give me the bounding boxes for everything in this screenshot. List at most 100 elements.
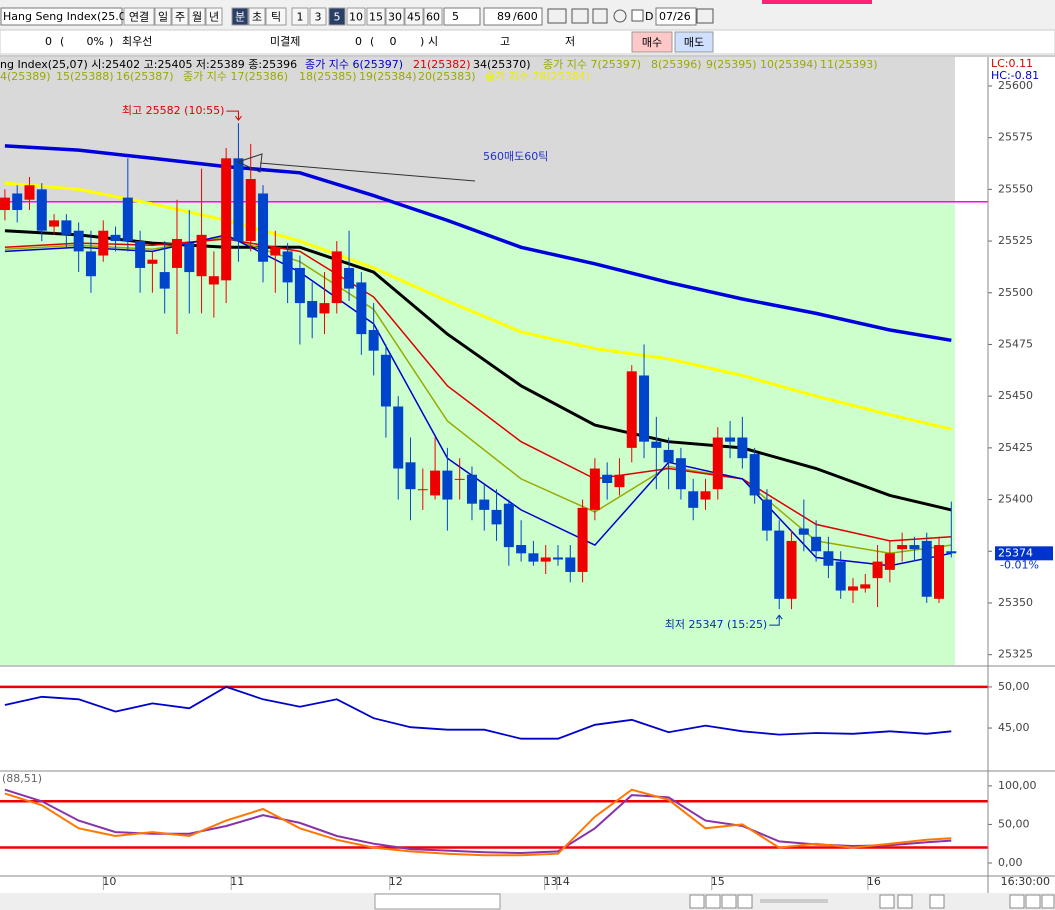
button[interactable] [929,894,945,909]
button[interactable] [897,894,913,909]
count-input[interactable] [483,7,543,26]
sell-button-bg[interactable] [674,31,714,53]
candle-body [319,303,330,314]
interval-button-bg[interactable] [309,7,327,26]
candle-body [737,437,748,459]
candle-body [811,536,822,552]
unit-button-bg[interactable] [248,7,266,26]
candle-body [0,197,10,211]
interval-button-bg[interactable] [291,7,309,26]
legend-entry: 11(25393) [820,58,878,71]
interval-button-bg[interactable] [385,7,405,26]
candle-body [466,474,477,504]
period-button[interactable]: 주 [175,11,185,24]
button[interactable] [1009,894,1025,909]
icon[interactable] [592,8,608,24]
period-button-bg[interactable] [154,7,172,26]
candle-body [614,474,625,488]
button[interactable] [737,894,753,909]
period-button[interactable]: 월 [192,11,202,24]
drawn-note: 560매도60틱 [483,150,548,163]
candle-body [344,267,355,289]
slider[interactable] [760,899,828,903]
candle-body [589,468,600,510]
interval-select[interactable] [443,7,481,26]
buy-button[interactable]: 매수 [642,36,662,49]
candle-body [49,220,60,227]
interval-button[interactable]: 15 [369,11,383,24]
interval-button[interactable]: 60 [426,11,440,24]
buy-button-bg[interactable] [631,31,673,53]
interval-button[interactable]: 10 [349,11,363,24]
order-field: 미결제 [270,35,300,48]
candle-body [540,557,551,562]
candle-body [700,491,711,500]
unit-button[interactable]: 초 [252,11,262,24]
period-button-bg[interactable] [188,7,206,26]
interval-value[interactable]: 5 [452,10,459,23]
interval-button[interactable]: 1 [297,11,304,24]
interval-button[interactable]: 3 [315,11,322,24]
candle-body [135,241,146,268]
interval-button[interactable]: 45 [407,11,421,24]
candle-body [651,441,662,448]
candle-body [171,238,182,268]
candle-body [688,491,699,508]
candle-body [663,449,674,463]
button[interactable] [721,894,737,909]
unit-button[interactable]: 틱 [271,11,281,24]
candle-body [159,272,170,289]
button[interactable] [1041,894,1055,909]
candle-body [749,454,760,496]
button[interactable] [879,894,895,909]
checkbox[interactable] [631,9,644,22]
y-tick-label: 25525 [998,234,1033,247]
interval-button-bg[interactable] [423,7,443,26]
interval-button-bg[interactable] [366,7,386,26]
series-line [4,144,952,343]
period-button-bg[interactable] [171,7,189,26]
x-tick-label: 14 [556,875,570,888]
candle-body [712,437,723,490]
order-field: ) [109,35,113,48]
candle-body [221,158,232,281]
x-tick-label: 10 [102,875,116,888]
date-input[interactable] [655,7,697,26]
candle-body [491,509,502,525]
icon[interactable] [571,8,589,24]
count[interactable]: 89 [497,10,511,23]
interval-button-bg[interactable] [346,7,366,26]
hc-label: HC:-0.81 [991,69,1039,82]
period-button[interactable]: 년 [209,11,219,24]
candle-body [774,530,785,599]
unit-button-bg[interactable] [265,7,287,26]
period-button[interactable]: 일 [158,10,168,24]
interval-button-bg[interactable] [328,7,346,26]
period-button-bg[interactable] [205,7,223,26]
date[interactable]: 07/26 [659,10,691,23]
interval-button[interactable]: 5 [334,11,341,24]
candle-body [196,234,207,277]
interval-button-bg[interactable] [404,7,424,26]
top-accent [762,0,872,4]
button[interactable] [1025,894,1041,909]
button[interactable] [705,894,721,909]
period-button[interactable]: 연결 [129,11,149,24]
button[interactable] [689,894,705,909]
symbol-input[interactable] [0,7,123,26]
candle-body [503,503,514,548]
unit-button-bg[interactable] [231,7,249,26]
candle-body [233,158,244,242]
candle-body [909,545,920,550]
icon[interactable] [547,8,567,24]
legend-entry: 4(25389) [0,70,51,83]
calendar-icon[interactable] [696,8,714,24]
icon[interactable] [613,9,627,23]
period-button-bg[interactable] [123,7,155,26]
scroll-thumb[interactable] [374,893,501,910]
unit-button[interactable]: 분 [235,11,245,24]
sell-button[interactable]: 매도 [684,36,704,49]
candle-body [479,499,490,510]
interval-button[interactable]: 30 [388,11,402,24]
symbol[interactable]: Hang Seng Index(25.0 [3,10,126,23]
